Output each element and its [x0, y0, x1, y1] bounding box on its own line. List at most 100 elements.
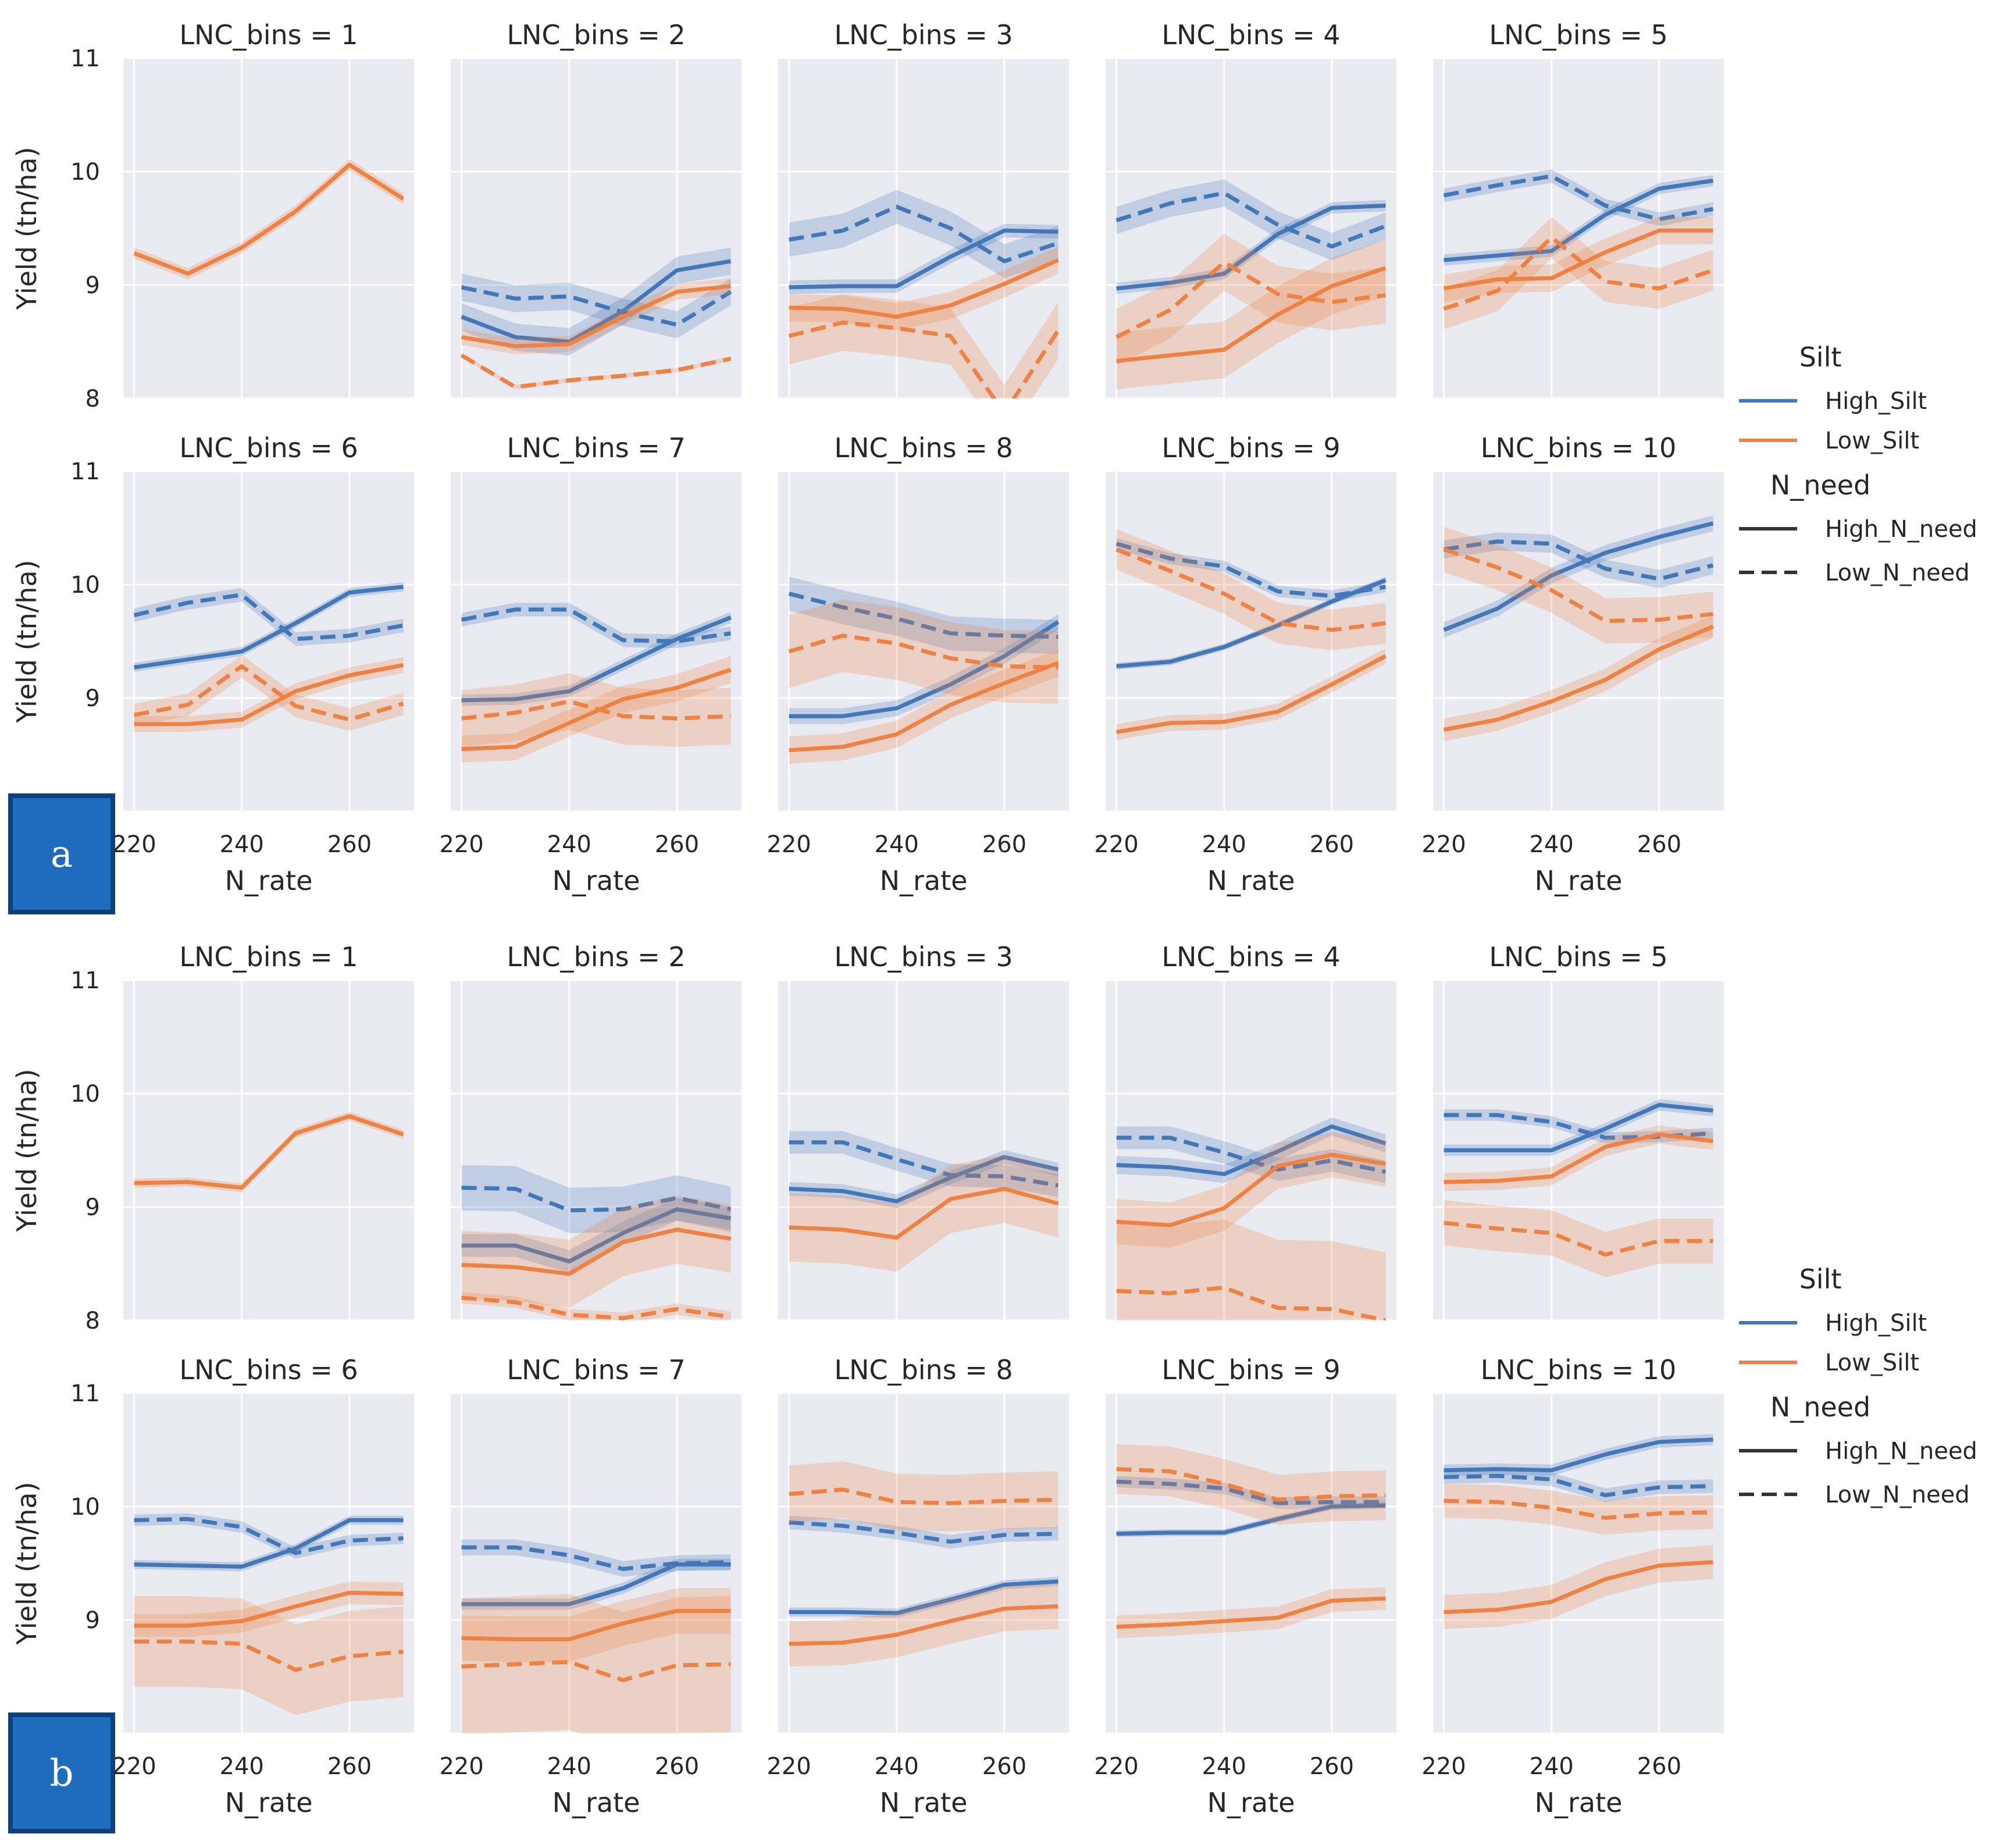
series-line-low_silt-high_n_need: [1444, 1132, 1713, 1184]
series-line-low_silt-low_n_need: [1116, 1285, 1387, 1320]
facet-panel: LNC_bins = 4: [1106, 19, 1396, 400]
confidence-band: [789, 294, 1059, 398]
x-axis-label: N_rate: [553, 865, 640, 896]
confidence-band: [789, 614, 1059, 724]
confidence-band: [789, 1515, 1059, 1549]
facet-title: LNC_bins = 3: [834, 941, 1013, 973]
facet-title: LNC_bins = 7: [507, 1354, 685, 1386]
legend-item-label: Low_N_need: [1825, 1482, 1970, 1508]
x-tick-label: 240: [220, 1753, 264, 1780]
series-line-high_silt-high_n_need: [1444, 1103, 1713, 1152]
facet-title: LNC_bins = 3: [834, 19, 1013, 51]
y-tick-label: 9: [85, 685, 100, 712]
series-line-low_silt-low_n_need: [1116, 1467, 1386, 1502]
legend-item-label: Low_Silt: [1825, 428, 1919, 454]
series-group: [460, 247, 732, 390]
y-tick-label: 8: [85, 1308, 100, 1334]
confidence-band: [1444, 217, 1713, 330]
confidence-band: [1116, 648, 1386, 740]
y-tick-label: 10: [70, 1081, 100, 1108]
y-tick-label: 11: [70, 458, 100, 485]
x-tick-label: 220: [439, 1753, 483, 1780]
x-tick-label: 240: [547, 1753, 591, 1780]
series-group: [789, 1461, 1059, 1667]
series-line-high_silt-low_n_need: [461, 607, 731, 643]
y-tick-label: 11: [70, 1380, 100, 1407]
series-line-high_silt-high_n_need: [789, 1155, 1059, 1203]
x-tick-label: 260: [982, 831, 1027, 858]
x-axis-label: N_rate: [553, 1787, 640, 1818]
panel-background: [1106, 58, 1396, 398]
facet-title: LNC_bins = 1: [179, 941, 358, 973]
confidence-band: [1444, 526, 1713, 644]
series-line-high_silt-low_n_need: [1116, 1135, 1387, 1174]
facet-title: LNC_bins = 6: [179, 432, 358, 464]
facet-title: LNC_bins = 2: [507, 941, 685, 973]
series-line-high_silt-high_n_need: [1444, 179, 1713, 262]
series-line-high_silt-high_n_need: [1444, 1437, 1713, 1473]
series-line-low_silt-low_n_need: [1443, 235, 1714, 311]
series-line-low_silt-high_n_need: [1444, 1560, 1713, 1614]
y-tick-label: 10: [70, 159, 100, 186]
series-line-high_silt-high_n_need: [789, 620, 1060, 718]
facet-panel: LNC_bins = 3: [778, 19, 1069, 400]
facet-panel: LNC_bins = 8 220 240 260 N_rate: [767, 432, 1069, 896]
confidence-band: [134, 159, 404, 280]
facet-panel: LNC_bins = 2: [451, 941, 742, 1322]
facet-panel: LNC_bins = 10 220 240 260 N_rate: [1421, 432, 1724, 896]
confidence-band: [1444, 1125, 1713, 1191]
series-line-low_silt-high_n_need: [1443, 228, 1713, 291]
series-line-high_silt-high_n_need: [1116, 578, 1387, 668]
panel-background: [778, 471, 1069, 811]
facet-title: LNC_bins = 2: [507, 19, 685, 51]
panel-letters-layer: ab: [8, 793, 115, 1833]
series-line-high_silt-low_n_need: [1116, 542, 1387, 598]
series-line-low_silt-high_n_need: [789, 1604, 1059, 1646]
panel-background: [1433, 58, 1724, 398]
facet-title: LNC_bins = 4: [1161, 941, 1340, 973]
series-line-high_silt-low_n_need: [788, 592, 1059, 639]
x-tick-label: 220: [1421, 831, 1466, 858]
panel-background: [1106, 980, 1396, 1320]
facet-panel: LNC_bins = 9 220 240 260 N_rate: [1094, 432, 1396, 896]
x-axis-label: N_rate: [225, 865, 313, 896]
series-line-high_silt-low_n_need: [461, 285, 732, 327]
panel-letter-box: [8, 1712, 115, 1833]
y-tick-label: 11: [70, 45, 100, 72]
facet-panel: LNC_bins = 8 220 240 260 N_rate: [767, 1354, 1069, 1818]
confidence-band: [789, 223, 1059, 294]
confidence-band: [461, 1539, 731, 1577]
x-tick-label: 240: [1202, 831, 1246, 858]
confidence-band: [461, 1594, 731, 1733]
x-tick-label: 240: [1530, 1753, 1574, 1780]
x-tick-label: 260: [655, 1753, 699, 1780]
series-line-low_silt-high_n_need: [461, 1227, 732, 1276]
x-tick-label: 260: [655, 831, 699, 858]
x-tick-label: 220: [112, 831, 156, 858]
series-line-high_silt-high_n_need: [134, 1518, 404, 1569]
facet-panel: LNC_bins = 2: [451, 19, 742, 400]
series-line-low_silt-low_n_need: [133, 664, 404, 722]
facet-title: LNC_bins = 4: [1161, 19, 1340, 51]
x-tick-label: 220: [439, 831, 483, 858]
confidence-band: [789, 1461, 1059, 1532]
confidence-band: [789, 190, 1059, 279]
series-line-high_silt-high_n_need: [461, 259, 732, 344]
confidence-band: [1444, 515, 1713, 638]
facet-panel: LNC_bins = 3: [778, 941, 1069, 1322]
facet-panel: LNC_bins = 1 8 9 10 11 Yield (tn/ha): [11, 941, 414, 1334]
series-line-high_silt-high_n_need: [789, 1579, 1059, 1615]
confidence-band: [789, 649, 1059, 764]
confidence-band: [461, 353, 731, 390]
facet-panel: LNC_bins = 7 220 240 260 N_rate: [439, 1354, 742, 1818]
x-tick-label: 220: [1421, 1753, 1466, 1780]
series-group: [1444, 1434, 1713, 1629]
confidence-band: [1116, 234, 1386, 366]
series-line-low_silt-low_n_need: [789, 1487, 1059, 1505]
legend-title-n-need: N_need: [1770, 469, 1870, 501]
y-tick-label: 9: [85, 1194, 100, 1221]
x-tick-label: 240: [1530, 831, 1574, 858]
confidence-band: [461, 1165, 731, 1233]
legend: Silt High_Silt Low_Silt N_need High_N_need Lo…: [1739, 1263, 1977, 1508]
series-line-low_silt-high_n_need: [134, 1590, 404, 1628]
